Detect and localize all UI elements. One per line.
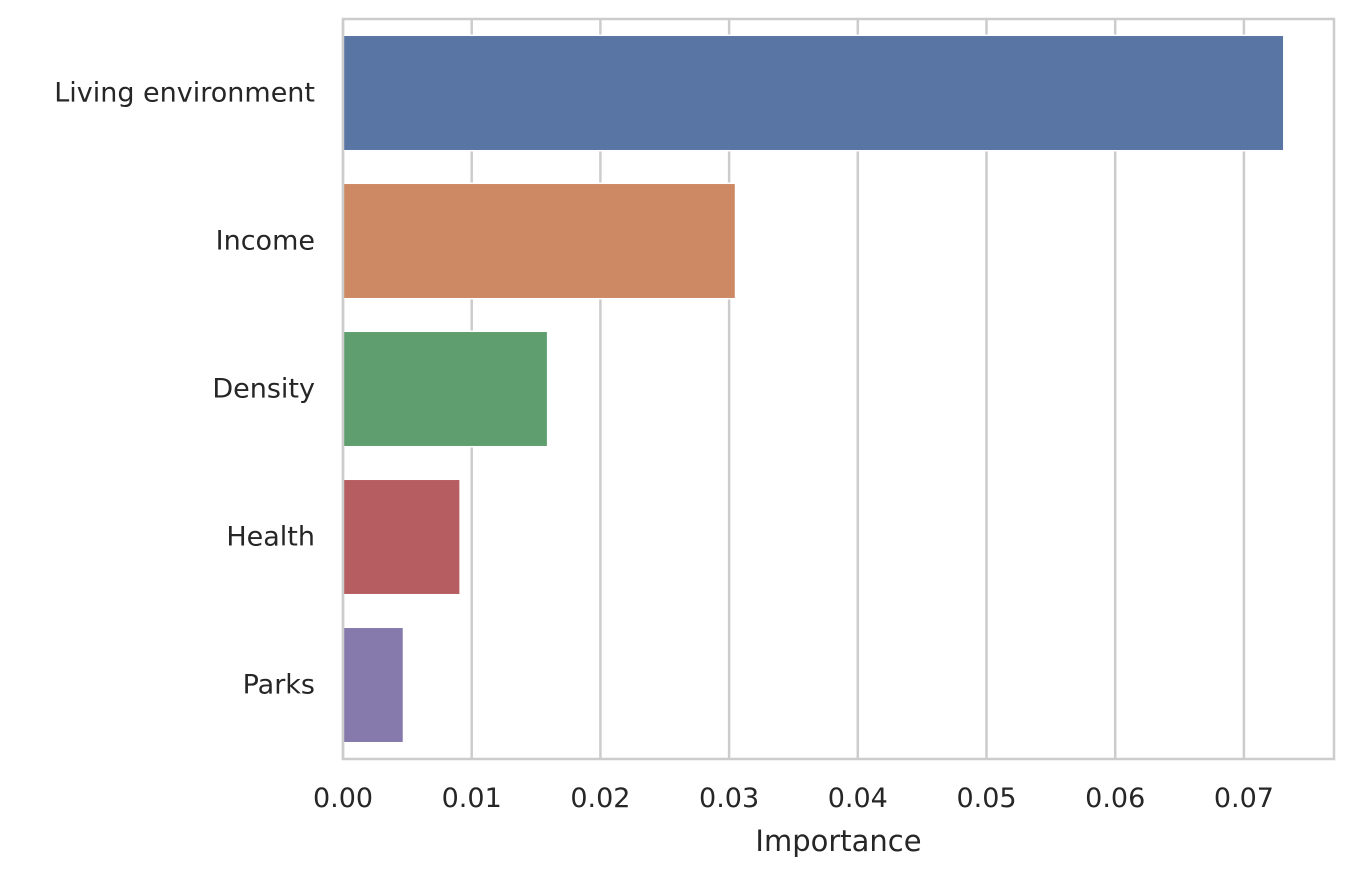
x-tick-label: 0.02: [570, 783, 630, 814]
x-tick-label: 0.07: [1214, 783, 1274, 814]
bar-health: [342, 478, 461, 596]
x-tick-labels: 0.00 0.01 0.02 0.03 0.04 0.05 0.06 0.07: [313, 783, 1274, 814]
x-tick-label: 0.03: [699, 783, 759, 814]
x-axis-title: Importance: [755, 824, 921, 858]
y-tick-labels: Living environment Income Density Health Par…: [54, 78, 315, 701]
x-tick-label: 0.06: [1085, 783, 1145, 814]
y-tick-label: Density: [212, 374, 315, 405]
y-tick-label: Income: [216, 226, 315, 257]
plot-frame: [341, 17, 1336, 761]
bar-living-environment: [342, 34, 1285, 152]
x-tick-label: 0.01: [442, 783, 502, 814]
bar-income: [342, 182, 737, 300]
bars: [342, 34, 1285, 744]
x-tick-label: 0.00: [313, 783, 373, 814]
y-tick-label: Parks: [243, 670, 315, 701]
y-tick-label: Health: [226, 522, 315, 553]
x-tick-label: 0.04: [828, 783, 888, 814]
bar-density: [342, 330, 549, 448]
x-tick-label: 0.05: [956, 783, 1016, 814]
bar-parks: [342, 626, 405, 744]
y-tick-label: Living environment: [54, 78, 315, 109]
